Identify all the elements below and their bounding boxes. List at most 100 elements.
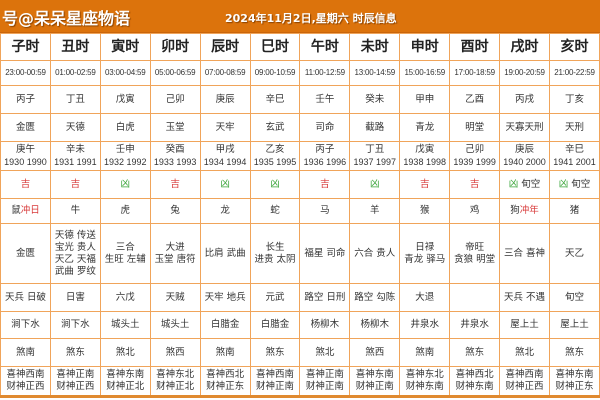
sha-direction: 煞北 (515, 346, 535, 358)
chong-years: 1930 1990 (4, 157, 47, 167)
luck-cell: 凶 旬空 (499, 170, 550, 199)
chong-ganzhi-cell: 辛未 1931 1991 (49, 141, 101, 171)
ganzhi-cell: 丁亥 (548, 85, 600, 114)
bad-gods: 旬空 (564, 291, 584, 303)
row-god-directions: 喜神西南 财神正西 喜神正南 财神正西 喜神东南 财神正北 喜神东北 财神正北 喜神西北 财神正东… (0, 366, 600, 398)
caishen-direction: 财神东南 (455, 381, 494, 392)
time-range: 05:00-06:59 (154, 68, 196, 77)
good-gods-cell: 六合 贵人 (349, 223, 401, 284)
chong-years: 1932 1992 (103, 157, 147, 167)
star-god: 金匮 (15, 121, 35, 133)
chong-years: 1939 1999 (453, 157, 496, 167)
chong-ganzhi: 己卯 (465, 144, 485, 155)
nayin: 城头土 (111, 319, 140, 330)
nayin-cell: 城头土 (149, 311, 201, 339)
chong-animal: 羊 (370, 205, 380, 216)
ganzhi: 庚辰 (215, 93, 235, 105)
nayin-cell: 井泉水 (449, 311, 501, 339)
god-directions-cell: 喜神东南 财神正北 (99, 366, 151, 398)
chong-years: 1940 2000 (503, 157, 546, 167)
site-name: 号@呆呆星座物语 (2, 9, 131, 28)
chong-animal: 牛 (70, 205, 81, 216)
chong-ganzhi: 戊寅 (415, 144, 435, 155)
luck-cell: 吉 (49, 170, 101, 199)
ganzhi: 壬午 (315, 93, 335, 105)
time-range: 21:00-22:59 (554, 68, 595, 77)
chong-animal: 龙 (220, 205, 230, 216)
nayin-cell: 白腊金 (249, 311, 301, 339)
good-god-line: 福星 司命 (304, 247, 346, 259)
good-gods-cell: 金匮 (0, 223, 51, 284)
bad-gods-cell: 天兵 日破 (0, 283, 51, 312)
good-gods-cell: 大进 玉堂 唐符 (149, 223, 201, 284)
row-luck: 吉吉凶吉凶凶吉凶吉吉凶 旬空凶 旬空 (0, 170, 600, 199)
chong-ganzhi-cell: 乙亥 1935 1995 (249, 141, 301, 171)
sha-direction-cell: 煞北 (99, 338, 151, 367)
sha-direction: 煞南 (15, 346, 35, 358)
nayin: 涧下水 (61, 319, 90, 330)
sha-direction-cell: 煞东 (249, 338, 301, 367)
star-god-cell: 明堂 (449, 113, 501, 142)
caishen-direction: 财神正东 (555, 381, 594, 392)
chong-animal-cell: 牛 (49, 198, 101, 224)
luck-cell: 凶 (99, 170, 151, 199)
ganzhi: 丁亥 (564, 93, 584, 105)
ganzhi-cell: 己卯 (149, 85, 201, 114)
ganzhi: 丁丑 (65, 93, 85, 105)
good-gods-cell: 福星 司命 (299, 223, 351, 284)
star-god-cell: 天德 (49, 113, 101, 142)
luck-cell: 吉 (149, 170, 201, 199)
good-god-line: 帝旺 (465, 241, 485, 253)
xishen-direction: 喜神东北 (405, 369, 444, 380)
luck-cell: 吉 (449, 170, 501, 199)
shichen-name-cell: 亥时 (548, 33, 600, 61)
bad-gods-cell: 路空 勾陈 (349, 283, 401, 312)
star-god-cell: 天刑 (548, 113, 600, 142)
star-god-cell: 金匮 (0, 113, 51, 142)
row-ganzhi: 丙子 丁丑 戊寅 己卯 庚辰 辛巳 壬午 癸未 甲申 乙酉 丙戌 丁亥 (0, 85, 600, 114)
luck-cell: 凶 旬空 (548, 170, 600, 199)
sha-direction: 煞东 (564, 346, 584, 358)
row-sha-direction: 煞南 煞东 煞北 煞西 煞南 煞东 煞北 煞西 煞南 煞东 煞北 煞东 (0, 338, 600, 367)
caishen-direction: 财神正南 (305, 381, 344, 392)
luck-badge: 吉 (70, 178, 81, 190)
time-range: 15:00-16:59 (404, 68, 445, 77)
star-god: 玉堂 (165, 121, 185, 133)
chong-animal-cell: 羊 (349, 198, 401, 224)
luck-cell: 凶 (249, 170, 301, 199)
god-directions-cell: 喜神西北 财神东南 (449, 366, 501, 398)
time-range-cell: 01:00-02:59 (49, 60, 101, 86)
ganzhi-cell: 丙戌 (499, 85, 550, 114)
bad-gods: 路空 日刑 (304, 291, 346, 303)
luck-badge: 吉 (20, 178, 31, 190)
xishen-direction: 喜神西南 (6, 369, 45, 380)
sha-direction-cell: 煞南 (199, 338, 251, 367)
row-chong-ganzhi: 庚午 1930 1990 辛未 1931 1991 壬申 1932 1992 癸酉 1933 … (0, 141, 600, 171)
caishen-direction: 财神正西 (505, 381, 544, 392)
nayin: 井泉水 (410, 319, 439, 330)
luck-badge: 凶 (558, 178, 569, 190)
shichen-name: 申时 (410, 39, 439, 55)
nayin-cell: 涧下水 (0, 311, 51, 339)
sha-direction-cell: 煞东 (548, 338, 600, 367)
caishen-direction: 财神正北 (106, 381, 145, 392)
luck-cell: 吉 (299, 170, 351, 199)
ganzhi-cell: 丙子 (0, 85, 51, 114)
xishen-direction: 喜神西北 (206, 369, 245, 380)
shichen-name-cell: 酉时 (449, 33, 501, 61)
xishen-direction: 喜神西南 (505, 369, 544, 380)
chong-years: 1938 1998 (403, 157, 446, 167)
luck-cell: 吉 (0, 170, 51, 199)
nayin: 杨柳木 (360, 319, 390, 330)
good-god-line: 生旺 左辅 (104, 253, 146, 265)
chong-animal-cell: 猴 (399, 198, 451, 224)
time-range-cell: 05:00-06:59 (149, 60, 201, 86)
ganzhi: 辛巳 (265, 93, 285, 105)
chong-ganzhi: 乙亥 (265, 144, 285, 155)
star-god-cell: 天牢 (199, 113, 251, 142)
chong-ganzhi-cell: 丙子 1936 1996 (299, 141, 351, 171)
sha-direction: 煞西 (365, 346, 385, 358)
luck-cell: 凶 (199, 170, 251, 199)
god-directions-cell: 喜神正南 财神正西 (49, 366, 101, 398)
caishen-direction: 财神正南 (355, 381, 394, 392)
